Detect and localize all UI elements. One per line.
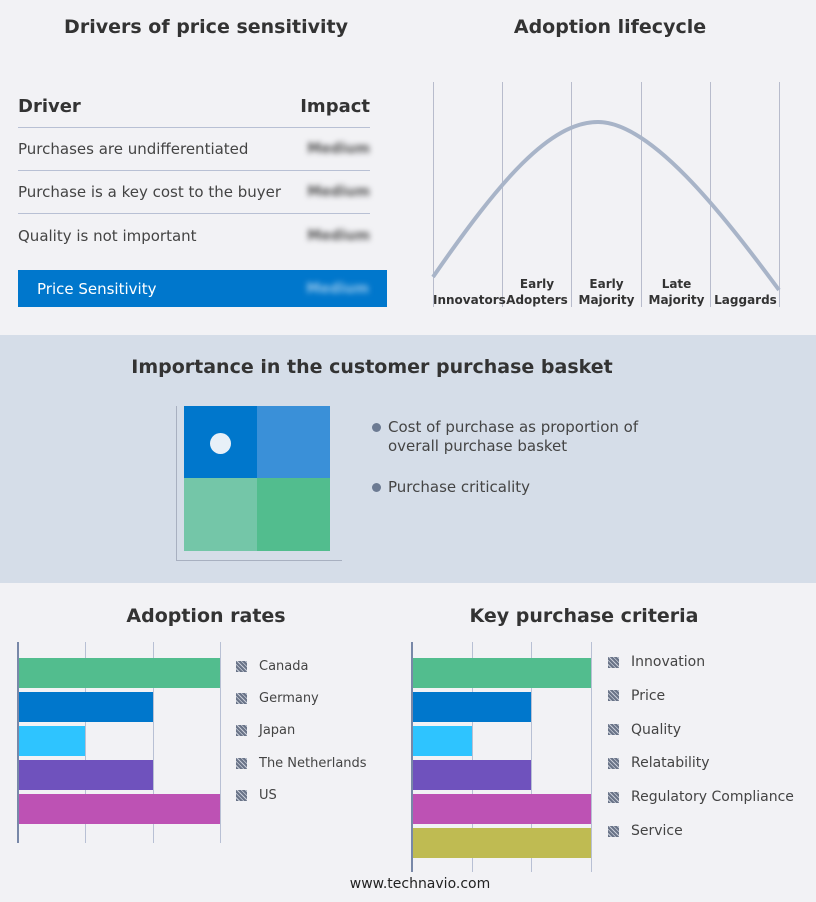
legend-label: Price (631, 687, 666, 704)
legend-item: Japan (236, 723, 295, 738)
legend-label: Regulatory Compliance (631, 789, 794, 806)
legend-swatch-icon (608, 791, 619, 803)
impact-value: Medium (307, 184, 370, 200)
bar-service (412, 828, 591, 858)
summary-label: Price Sensitivity (37, 279, 157, 298)
legend-swatch-icon (608, 825, 619, 837)
bar-price (412, 692, 532, 722)
legend-swatch-icon (236, 789, 247, 801)
stage-late-majority: Late Majority (648, 277, 705, 307)
matrix-axis-x (176, 560, 342, 561)
legend-item: Canada (236, 659, 308, 674)
divider (710, 82, 711, 307)
legend-swatch-icon (236, 725, 247, 737)
legend-item: The Netherlands (236, 756, 367, 771)
stage-laggards: Laggards (714, 293, 777, 307)
stage-early-adopters: Early Adopters (506, 277, 568, 307)
bar-canada (18, 658, 220, 688)
gridline (471, 642, 473, 872)
driver-col-header: Driver (18, 95, 81, 117)
stage-innovators: Innovators (433, 293, 506, 307)
driver-label: Purchase is a key cost to the buyer (18, 183, 282, 201)
matrix-cell (257, 478, 330, 551)
drivers-title: Drivers of price sensitivity (64, 16, 348, 38)
legend-swatch-icon (608, 757, 619, 769)
bar-regulatory-compliance (412, 794, 591, 824)
driver-label: Quality is not important (18, 226, 197, 245)
gridline (531, 642, 533, 872)
y-axis (411, 642, 413, 872)
gridline (220, 642, 221, 843)
lifecycle-title: Adoption lifecycle (513, 16, 707, 38)
basket-bullet: Cost of purchase as proportion of overal… (372, 418, 648, 456)
impact-value: Medium (307, 141, 370, 157)
matrix-axis-y (176, 406, 177, 561)
bar-japan (18, 726, 86, 756)
legend-label: Service (631, 823, 683, 839)
gridline (85, 642, 87, 843)
gridline (152, 642, 154, 843)
divider (779, 82, 780, 307)
driver-row: Quality is not important Medium (18, 214, 370, 257)
impact-col-header: Impact (300, 95, 370, 117)
summary-impact: Medium (306, 280, 369, 297)
price-sensitivity-summary: Price Sensitivity Medium (18, 270, 387, 307)
drivers-header: Driver Impact (18, 85, 370, 128)
kpc-title: Key purchase criteria (469, 605, 699, 627)
driver-row: Purchases are undifferentiated Medium (18, 128, 370, 171)
basket-bullet: Purchase criticality (371, 478, 531, 496)
legend-item: Price (608, 688, 665, 704)
legend-label: Japan (259, 723, 296, 739)
legend-item: US (236, 788, 277, 803)
legend-swatch-icon (608, 724, 619, 736)
legend-label: Germany (259, 691, 319, 707)
bar-innovation (412, 658, 591, 688)
legend-swatch-icon (608, 690, 619, 702)
divider (502, 82, 503, 307)
basket-title: Importance in the customer purchase bask… (131, 356, 613, 378)
y-axis (17, 642, 19, 843)
matrix-cell (257, 406, 330, 478)
legend-item: Regulatory Compliance (608, 789, 794, 805)
footer-url: www.technavio.com (349, 876, 491, 892)
divider (433, 82, 434, 307)
legend-label: US (259, 787, 277, 803)
legend-label: The Netherlands (259, 755, 367, 771)
driver-row: Purchase is a key cost to the buyer Mediu… (18, 171, 370, 214)
legend-swatch-icon (608, 656, 619, 668)
legend-label: Canada (259, 659, 309, 674)
bar-the-netherlands (18, 760, 153, 790)
gridline (591, 642, 592, 872)
legend-swatch-icon (236, 661, 247, 672)
driver-label: Purchases are undifferentiated (18, 140, 249, 158)
legend-item: Relatability (608, 755, 710, 771)
divider (571, 82, 572, 307)
bar-relatability (412, 760, 532, 790)
bar-quality (412, 726, 472, 756)
position-marker (210, 433, 231, 454)
legend-label: Relatability (631, 755, 710, 772)
matrix-cell (184, 478, 257, 551)
adoption-curve (431, 119, 781, 292)
divider (641, 82, 642, 307)
bar-germany (18, 692, 153, 722)
basket-section (0, 335, 816, 583)
impact-value: Medium (307, 227, 370, 244)
legend-item: Germany (236, 691, 319, 706)
bar-us (18, 794, 220, 824)
legend-label: Innovation (631, 654, 706, 670)
legend-swatch-icon (236, 757, 247, 769)
legend-item: Quality (608, 722, 681, 738)
stage-early-majority: Early Majority (578, 277, 635, 307)
legend-swatch-icon (236, 693, 247, 705)
legend-item: Innovation (608, 654, 705, 670)
adoption-rates-title: Adoption rates (126, 605, 286, 627)
legend-item: Service (608, 823, 683, 839)
legend-label: Quality (631, 721, 682, 738)
